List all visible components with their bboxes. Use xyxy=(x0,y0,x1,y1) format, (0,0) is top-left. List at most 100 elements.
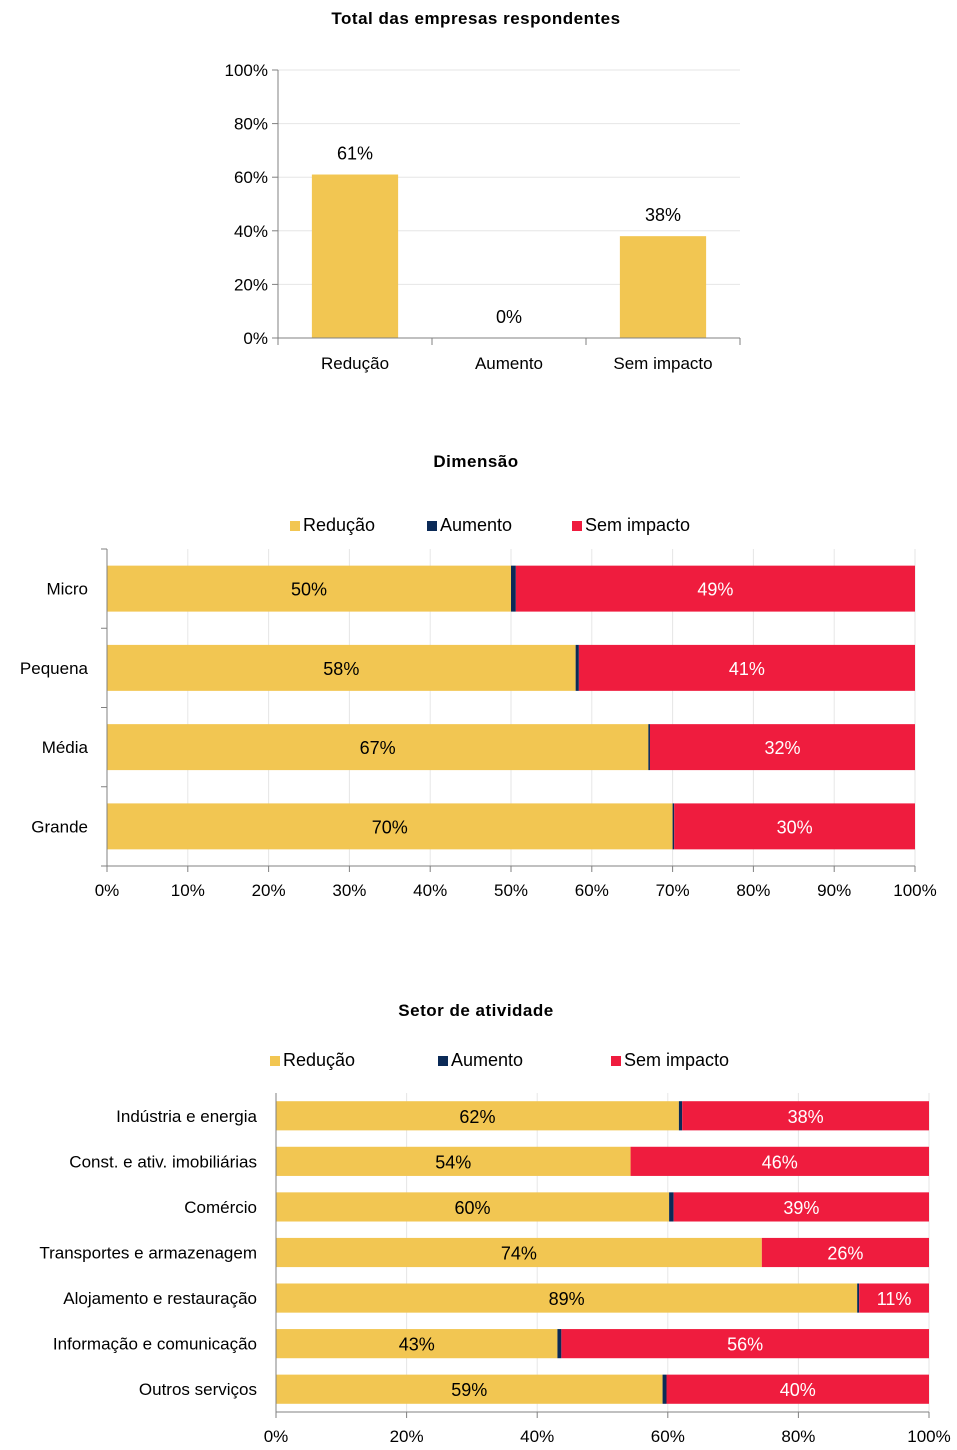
chart-total-title: Total das empresas respondentes xyxy=(331,9,620,28)
data-label: 38% xyxy=(788,1107,824,1127)
data-label: 26% xyxy=(827,1244,863,1264)
x-tick-label: 60% xyxy=(651,1427,685,1446)
chart-setor: Setor de atividade Redução Aumento Sem imp… xyxy=(39,1001,950,1446)
chart-total-axes: 0% 20% 40% 60% 80% 100% Redução Aumento Sem impa… xyxy=(225,61,741,373)
x-tick-label: 20% xyxy=(252,881,286,900)
x-tick-label: 80% xyxy=(736,881,770,900)
category-label: Alojamento e restauração xyxy=(63,1289,257,1308)
category-label: Grande xyxy=(31,817,88,836)
category-label: Const. e ativ. imobiliárias xyxy=(69,1152,257,1171)
data-label: 50% xyxy=(291,580,327,600)
dimensao-bar-2-aumento xyxy=(575,644,579,691)
data-label: 38% xyxy=(645,205,681,225)
data-label: 61% xyxy=(337,144,373,164)
data-label: 67% xyxy=(360,738,396,758)
category-label: Informação e comunicação xyxy=(53,1335,257,1354)
dimensao-bar-2-reduo xyxy=(107,644,576,691)
category-label: Micro xyxy=(46,580,88,599)
setor-bar-3-reduo xyxy=(276,1192,670,1222)
legend-swatch-1 xyxy=(290,521,300,531)
x-tick-label: Aumento xyxy=(475,354,543,373)
x-tick-label: 0% xyxy=(95,881,120,900)
setor-bar-1-semimpacto xyxy=(682,1101,929,1131)
x-tick-label: Redução xyxy=(321,354,389,373)
category-label: Comércio xyxy=(184,1198,257,1217)
y-tick-label: 80% xyxy=(234,115,268,134)
category-label: Média xyxy=(42,738,89,757)
dimensao-bar-2-semimpacto xyxy=(578,644,915,691)
dimensao-bar-3-reduo xyxy=(107,724,649,771)
bar-3 xyxy=(619,236,707,338)
y-tick-label: 40% xyxy=(234,222,268,241)
data-label: 32% xyxy=(764,738,800,758)
x-tick-label: 50% xyxy=(494,881,528,900)
category-label: Indústria e energia xyxy=(116,1107,257,1126)
dimensao-bar-1-reduo xyxy=(107,565,511,612)
dimensao-bar-4-aumento xyxy=(672,803,675,850)
data-label: 43% xyxy=(399,1335,435,1355)
chart-setor-legend: Redução Aumento Sem impacto xyxy=(270,1050,729,1070)
setor-bar-3-semimpacto xyxy=(673,1192,929,1222)
legend-swatch-2 xyxy=(438,1056,448,1066)
data-label: 59% xyxy=(451,1380,487,1400)
legend-swatch-3 xyxy=(572,521,582,531)
chart-dimensao-bars: 50% 49% 58% 41% 67% 32% 70% 30% xyxy=(107,565,915,850)
chart-total-bars: 61% 0% 38% xyxy=(311,144,707,338)
x-tick-label: 30% xyxy=(332,881,366,900)
legend-label-2: Aumento xyxy=(451,1050,523,1070)
y-tick-label: 60% xyxy=(234,168,268,187)
data-label: 0% xyxy=(496,307,522,327)
setor-bar-5-semimpacto xyxy=(859,1283,929,1313)
dimensao-bar-4-reduo xyxy=(107,803,673,850)
data-label: 60% xyxy=(455,1198,491,1218)
setor-bar-7-aumento xyxy=(662,1374,667,1404)
x-tick-label: 40% xyxy=(520,1427,554,1446)
y-tick-label: 20% xyxy=(234,275,268,294)
data-label: 89% xyxy=(549,1289,585,1309)
chart-total: Total das empresas respondentes 61% 0% 38%… xyxy=(225,9,741,373)
y-tick-label: 100% xyxy=(225,61,268,80)
legend-label-3: Sem impacto xyxy=(585,515,690,535)
x-tick-label: 60% xyxy=(575,881,609,900)
setor-bar-1-aumento xyxy=(678,1101,683,1131)
dimensao-bar-3-aumento xyxy=(648,724,650,771)
data-label: 39% xyxy=(783,1198,819,1218)
x-tick-label: Sem impacto xyxy=(613,354,712,373)
bar-1 xyxy=(311,174,399,338)
data-label: 62% xyxy=(459,1107,495,1127)
setor-bar-7-semimpacto xyxy=(666,1374,929,1404)
setor-bar-6-reduo xyxy=(276,1329,558,1359)
category-label: Transportes e armazenagem xyxy=(39,1244,257,1263)
x-tick-label: 100% xyxy=(907,1427,950,1446)
legend-swatch-2 xyxy=(427,521,437,531)
x-tick-label: 90% xyxy=(817,881,851,900)
data-label: 54% xyxy=(435,1152,471,1172)
chart-dimensao-legend: Redução Aumento Sem impacto xyxy=(290,515,690,535)
setor-bar-5-aumento xyxy=(857,1283,860,1313)
data-label: 11% xyxy=(877,1289,912,1309)
dimensao-bar-1-aumento xyxy=(511,565,516,612)
data-label: 46% xyxy=(762,1152,798,1172)
category-label: Pequena xyxy=(20,659,89,678)
x-tick-label: 70% xyxy=(656,881,690,900)
setor-bar-4-reduo xyxy=(276,1237,762,1268)
setor-bar-2-semimpacto xyxy=(630,1146,929,1176)
legend-label-1: Redução xyxy=(303,515,375,535)
x-tick-label: 10% xyxy=(171,881,205,900)
setor-bar-7-reduo xyxy=(276,1374,663,1404)
legend-swatch-1 xyxy=(270,1056,280,1066)
chart-dimensao-title: Dimensão xyxy=(433,452,518,471)
setor-bar-4-semimpacto xyxy=(761,1237,929,1268)
chart-setor-bars: 62% 38% 54% 46% 60% 39% 74% 26% 89% 11% 43% 56% 59% 4… xyxy=(276,1101,929,1404)
data-label: 40% xyxy=(780,1380,816,1400)
x-tick-label: 80% xyxy=(781,1427,815,1446)
data-label: 74% xyxy=(501,1244,537,1264)
data-label: 41% xyxy=(729,659,765,679)
legend-swatch-3 xyxy=(611,1056,621,1066)
x-tick-label: 40% xyxy=(413,881,447,900)
chart-setor-title: Setor de atividade xyxy=(398,1001,553,1020)
legend-label-2: Aumento xyxy=(440,515,512,535)
category-label: Outros serviços xyxy=(139,1380,257,1399)
legend-label-3: Sem impacto xyxy=(624,1050,729,1070)
